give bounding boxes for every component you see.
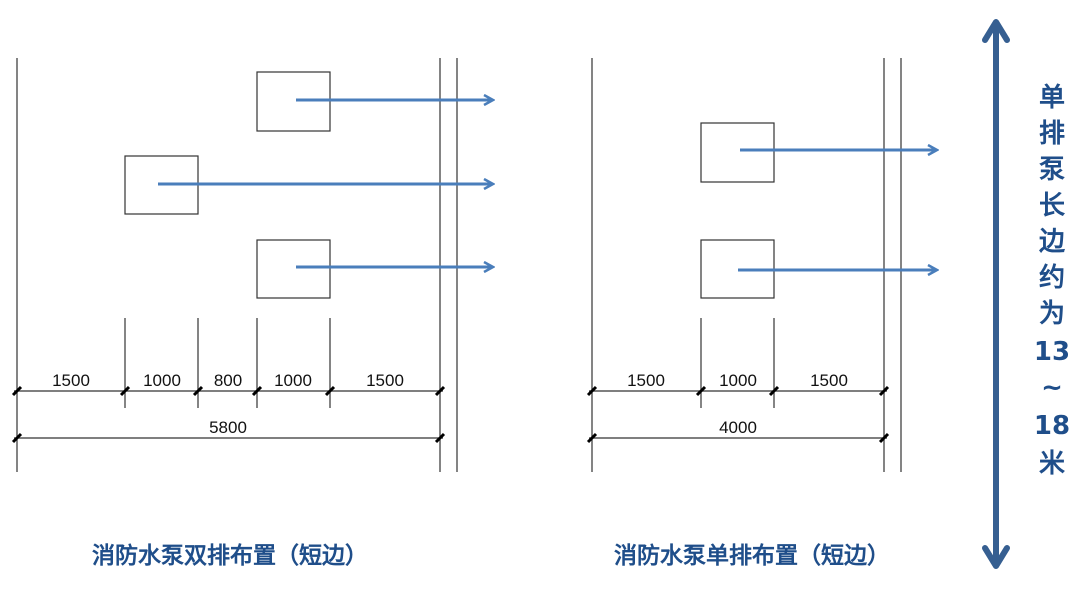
side-label-tilde: ~ [1041,373,1063,403]
side-label-char: 单 [1039,83,1065,113]
total-dimension-label: 4000 [719,418,757,437]
single-row-layout: 1500 1000 1500 4000 消防水泵单排布置（短边） [586,58,937,569]
dimension-label: 1500 [810,371,848,390]
right-title: 消防水泵单排布置（短边） [614,542,890,569]
left-title: 消防水泵双排布置（短边） [92,542,368,569]
side-label-char: 排 [1039,119,1065,149]
side-label-char: 约 [1039,262,1065,293]
side-label-char: 米 [1039,449,1065,479]
dimension-label: 800 [214,371,242,390]
dimension-label: 1000 [274,371,312,390]
side-label-number: 13 [1034,337,1070,367]
side-label-char: 为 [1039,299,1065,329]
side-label: 单 排 泵 长 边 约 为 13 ~ 18 米 [1034,83,1070,479]
dimension-label: 1500 [627,371,665,390]
dimension-label: 1000 [719,371,757,390]
dimension-ticks [586,385,890,444]
double-row-layout: 1500 1000 800 1000 1500 5800 消防水泵双排布置（短边… [11,58,493,569]
side-label-char: 长 [1039,191,1066,221]
long-side-span-arrow [982,19,1010,569]
side-label-char: 边 [1039,227,1066,257]
side-label-number: 18 [1034,411,1070,441]
pump-box [700,122,775,183]
side-label-char: 泵 [1039,155,1065,185]
total-dimension-label: 5800 [209,418,247,437]
dimension-ticks [11,385,446,444]
dimension-label: 1500 [366,371,404,390]
pump-box [256,239,331,299]
dimension-label: 1000 [143,371,181,390]
dimension-label: 1500 [52,371,90,390]
